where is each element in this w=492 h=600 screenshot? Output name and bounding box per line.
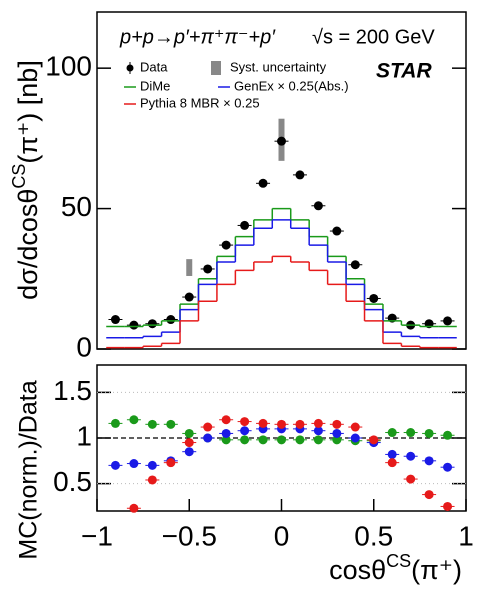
point: [166, 419, 176, 429]
x-tick-label: 1: [458, 520, 474, 551]
point: [406, 474, 416, 484]
x-tick-label: −0.5: [162, 520, 217, 551]
ratio-y-axis-title: MC(norm.)/Data: [15, 380, 43, 559]
point: [258, 418, 268, 428]
point: [240, 220, 250, 230]
x-tick-label: 0.5: [354, 520, 393, 551]
point: [129, 415, 139, 425]
point: [129, 459, 139, 469]
x-axis-title: cosθCS(π⁺): [329, 551, 462, 585]
y-title-tail: (π⁺) [nb]: [13, 60, 43, 163]
point: [203, 433, 213, 443]
point: [277, 136, 286, 146]
legend-label: Syst. uncertainty: [230, 59, 327, 74]
point: [332, 435, 342, 445]
point: [387, 449, 397, 459]
point: [424, 428, 434, 438]
y-tick-label: 100: [45, 51, 92, 82]
point: [184, 447, 194, 457]
point: [406, 451, 416, 461]
point: [424, 456, 434, 466]
y-tick-label: 0: [76, 331, 92, 362]
point: [332, 428, 342, 438]
point: [166, 315, 176, 325]
point: [332, 226, 342, 236]
experiment-label: STAR: [376, 60, 432, 83]
point: [129, 320, 139, 330]
point: [313, 201, 323, 211]
plot-frame: [96, 11, 467, 350]
y-title-sup: CS: [9, 164, 29, 189]
point: [443, 501, 453, 511]
x-title-sup: CS: [386, 551, 411, 571]
point: [295, 435, 305, 445]
point: [147, 319, 157, 329]
x-tick-label: −1: [81, 520, 113, 551]
y-tick-label: 0.5: [53, 466, 92, 497]
point: [277, 419, 286, 429]
point: [129, 503, 139, 513]
legend-label: DiMe: [140, 78, 170, 93]
point: [221, 415, 231, 425]
point: [184, 438, 194, 448]
point: [332, 419, 342, 429]
subtitle: √s = 200 GeV: [312, 26, 435, 48]
point: [221, 435, 231, 445]
point: [369, 435, 379, 445]
point: [240, 417, 250, 427]
point: [258, 435, 268, 445]
point: [184, 428, 194, 438]
point: [110, 315, 120, 325]
point: [221, 428, 231, 438]
point: [387, 428, 397, 438]
legend-label: Data: [140, 59, 168, 74]
point: [350, 433, 360, 443]
x-title-main: cosθ: [329, 555, 386, 585]
point: [350, 422, 360, 432]
point: [443, 430, 453, 440]
point: [387, 458, 397, 468]
point: [240, 426, 250, 436]
point: [147, 419, 157, 429]
point: [443, 462, 453, 472]
point: [277, 435, 286, 445]
legend-marker: [126, 64, 134, 72]
x-tick-label: 0: [274, 520, 290, 551]
legend-label: GenEx × 0.25(Abs.): [234, 78, 349, 93]
point: [221, 240, 231, 250]
point: [147, 460, 157, 470]
point: [240, 435, 250, 445]
y-axis-title: dσ/dcosθCS(π⁺) [nb]: [9, 60, 43, 300]
point: [424, 490, 434, 500]
point: [313, 418, 323, 428]
x-title-tail: (π⁺): [411, 555, 462, 585]
point: [443, 316, 453, 326]
chart-title: p+p→p′+π⁺π⁻+p′: [119, 26, 276, 48]
point: [295, 419, 305, 429]
point: [203, 264, 213, 274]
y-tick-label: 1.5: [53, 375, 92, 406]
point: [313, 426, 323, 436]
point: [147, 475, 157, 485]
point: [350, 260, 360, 270]
legend-label: Pythia 8 MBR × 0.25: [140, 95, 260, 110]
point: [110, 460, 120, 470]
point: [258, 178, 268, 188]
point: [203, 422, 213, 432]
point: [369, 293, 379, 303]
y-title-main: dσ/dcosθ: [13, 189, 43, 300]
point: [110, 418, 120, 428]
y-tick-label: 50: [61, 191, 92, 222]
point: [313, 435, 323, 445]
point: [184, 292, 194, 302]
point: [166, 458, 176, 468]
point: [295, 170, 305, 180]
syst-box: [186, 259, 193, 276]
y-tick-label: 1: [76, 420, 92, 451]
legend-syst: [211, 61, 221, 75]
point: [406, 428, 416, 438]
